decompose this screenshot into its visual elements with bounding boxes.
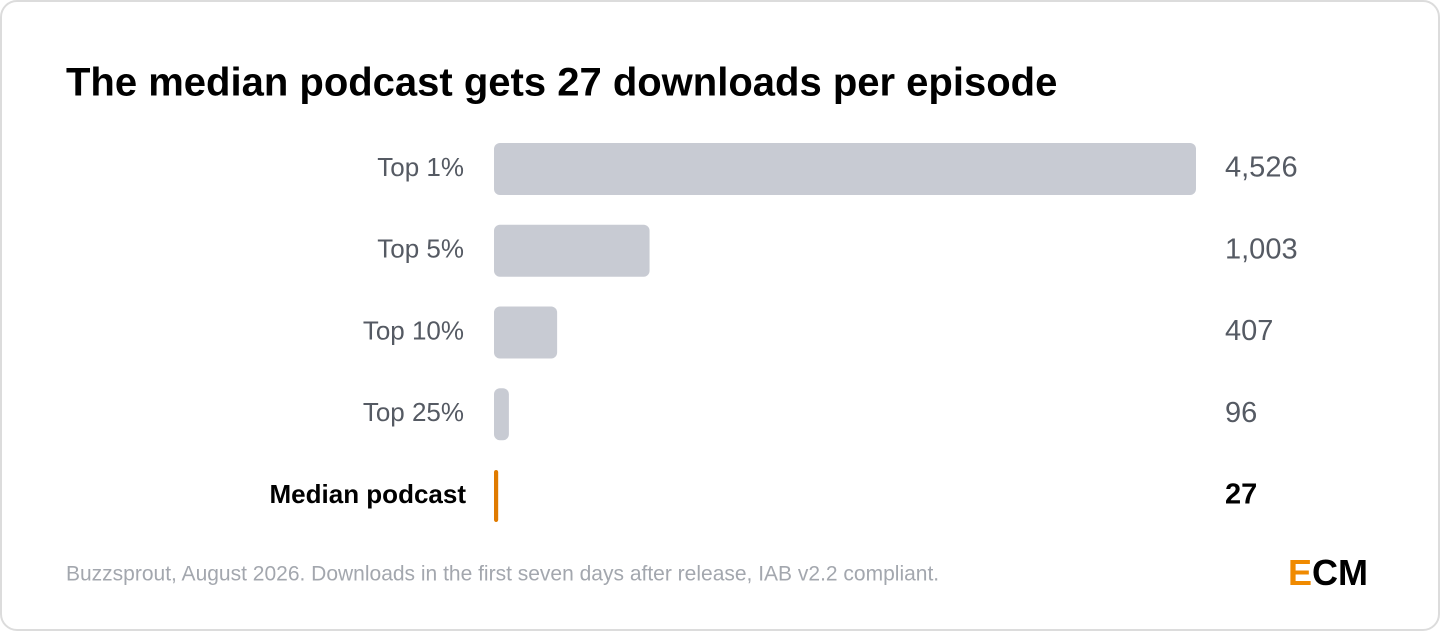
bar (494, 224, 650, 277)
category-label: Median podcast (270, 479, 467, 509)
category-label: Top 25% (363, 397, 464, 427)
bar (494, 306, 558, 359)
bar (494, 388, 509, 441)
chart-title: The median podcast gets 27 downloads per… (66, 61, 1057, 105)
category-label: Top 10% (363, 315, 464, 345)
bar (494, 143, 1196, 195)
category-label: Top 1% (377, 152, 464, 182)
source-note: Buzzsprout, August 2026. Downloads in th… (66, 563, 939, 586)
value-label: 4,526 (1225, 152, 1298, 184)
bar (494, 470, 499, 522)
value-label: 27 (1225, 479, 1257, 511)
logo: ECM (1288, 552, 1368, 593)
category-label: Top 5% (377, 234, 464, 264)
value-label: 407 (1225, 315, 1273, 347)
value-label: 96 (1225, 397, 1257, 429)
logo-part: E (1288, 552, 1312, 593)
value-label: 1,003 (1225, 233, 1298, 265)
logo-part: CM (1312, 552, 1368, 593)
